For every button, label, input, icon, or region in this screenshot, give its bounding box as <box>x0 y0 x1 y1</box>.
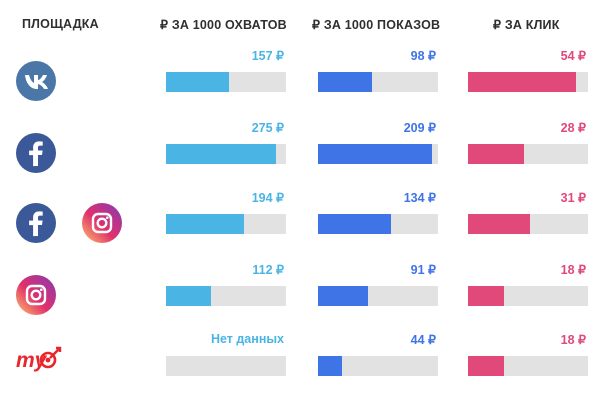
vk-icon <box>16 61 56 101</box>
svg-text:my: my <box>16 349 48 372</box>
bar-impressions <box>318 72 372 92</box>
bar-track-impressions <box>318 72 438 92</box>
platform-logo <box>16 275 56 320</box>
table-row: my Нет данных 44 ₽ 18 ₽ <box>0 332 600 392</box>
data-label-reach: 194 ₽ <box>251 191 284 205</box>
data-label-reach: 112 ₽ <box>252 263 284 277</box>
bar-track-click <box>468 72 588 92</box>
bar-click <box>468 144 524 164</box>
data-label-click: 54 ₽ <box>560 49 586 63</box>
table-row: 157 ₽ 98 ₽ 54 ₽ <box>0 48 600 108</box>
platform-logo <box>16 61 56 106</box>
bar-impressions <box>318 356 342 376</box>
table-row: 112 ₽ 91 ₽ 18 ₽ <box>0 262 600 322</box>
bar-track-click <box>468 144 588 164</box>
header-platform: ПЛОЩАДКА <box>22 17 99 31</box>
table-row: 275 ₽ 209 ₽ 28 ₽ <box>0 120 600 180</box>
data-label-click: 18 ₽ <box>560 333 586 347</box>
data-label-impressions: 134 ₽ <box>403 191 436 205</box>
facebook-icon <box>16 133 56 173</box>
data-label-click: 28 ₽ <box>560 121 586 135</box>
header-click: ₽ ЗА КЛИК <box>493 18 560 32</box>
data-label-impressions: 44 ₽ <box>410 333 436 347</box>
bar-track-impressions <box>318 356 438 376</box>
instagram-icon <box>16 275 56 315</box>
bar-reach <box>166 214 244 234</box>
header-impressions: ₽ ЗА 1000 ПОКАЗОВ <box>312 18 441 32</box>
bar-track-reach <box>166 214 286 234</box>
instagram-icon <box>82 203 122 243</box>
platform-logo <box>16 133 56 178</box>
data-label-click: 18 ₽ <box>560 263 586 277</box>
bar-reach <box>166 286 211 306</box>
bar-impressions <box>318 214 392 234</box>
bar-track-impressions <box>318 144 438 164</box>
bar-track-impressions <box>318 214 438 234</box>
bar-impressions <box>318 144 432 164</box>
bar-click <box>468 214 530 234</box>
bar-click <box>468 72 576 92</box>
bar-track-reach <box>166 72 286 92</box>
data-label-reach: 157 ₽ <box>251 49 284 63</box>
bar-track-click <box>468 214 588 234</box>
table-row: 194 ₽ 134 ₽ 31 ₽ <box>0 190 600 250</box>
bar-track-reach <box>166 144 286 164</box>
data-label-impressions: 209 ₽ <box>403 121 436 135</box>
bar-track-impressions <box>318 286 438 306</box>
facebook-icon <box>16 203 56 243</box>
mytarget-icon: my <box>16 346 62 372</box>
bar-reach <box>166 144 276 164</box>
platform-logo: my <box>14 338 62 383</box>
data-label-reach: Нет данных <box>210 332 284 346</box>
data-label-click: 31 ₽ <box>560 191 586 205</box>
header-reach: ₽ ЗА 1000 ОХВАТОВ <box>160 18 287 32</box>
data-label-reach: 275 ₽ <box>251 121 284 135</box>
bar-track-reach <box>166 356 286 376</box>
bar-reach <box>166 72 229 92</box>
data-label-impressions: 98 ₽ <box>410 49 436 63</box>
bar-track-reach <box>166 286 286 306</box>
bar-impressions <box>318 286 368 306</box>
bar-click <box>468 356 504 376</box>
bar-click <box>468 286 504 306</box>
data-label-impressions: 91 ₽ <box>410 263 436 277</box>
bar-track-click <box>468 356 588 376</box>
bar-track-click <box>468 286 588 306</box>
